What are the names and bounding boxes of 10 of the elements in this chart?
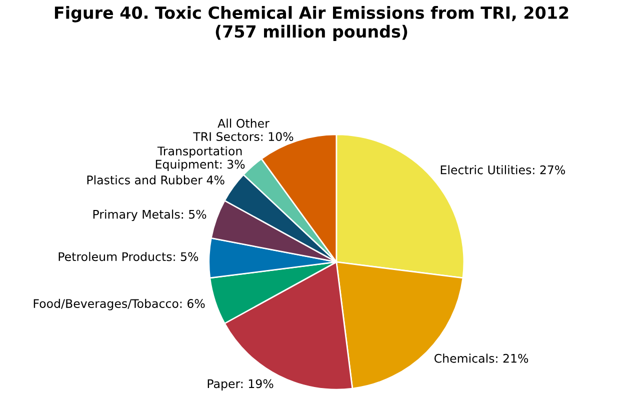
slice-label: Electric Utilities: 27% xyxy=(440,165,565,174)
slice-label: Chemicals: 21% xyxy=(434,354,528,363)
chart-title: Figure 40. Toxic Chemical Air Emissions from TRI, 2012 (757 million pounds) xyxy=(54,6,568,41)
slice-label: Petroleum Products: 5% xyxy=(58,252,198,262)
slice-label: Paper: 19% xyxy=(208,379,274,390)
slice-label: Transportation Equipment: 3% xyxy=(156,146,245,171)
slice-label: All Other TRI Sectors: 10% xyxy=(193,118,294,142)
slice-label: Plastics and Rubber 4% xyxy=(87,175,224,184)
slice-label: Primary Metals: 5% xyxy=(93,210,206,222)
slice-label: Food/Beverages/Tobacco: 6% xyxy=(34,298,205,310)
